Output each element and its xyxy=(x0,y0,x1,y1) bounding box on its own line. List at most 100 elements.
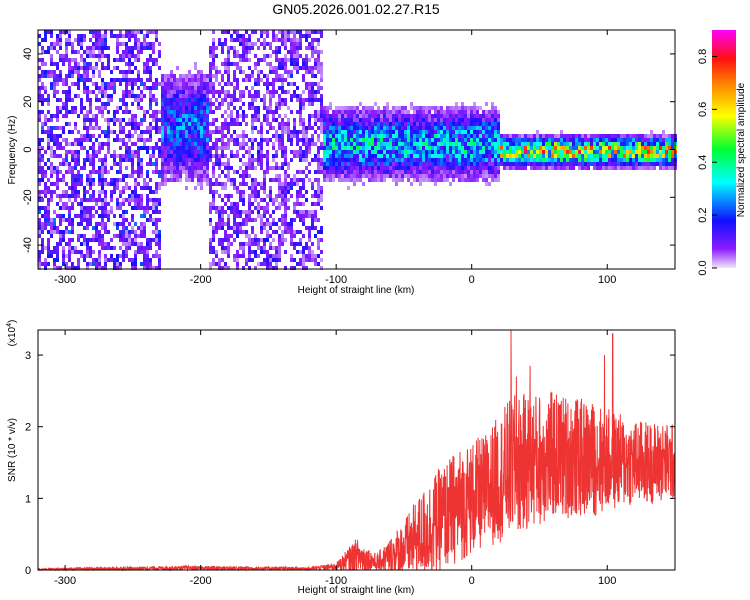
spectrogram-cell xyxy=(38,222,41,226)
spectrogram-cell xyxy=(398,146,401,150)
spectrogram-cell xyxy=(269,166,272,170)
spectrogram-cell xyxy=(236,30,239,34)
spectrogram-cell xyxy=(317,246,320,250)
spectrogram-cell xyxy=(485,170,488,174)
spectrogram-cell xyxy=(659,150,662,154)
spectrogram-cell xyxy=(653,162,656,166)
spectrogram-cell xyxy=(308,94,311,98)
spectrogram-cell xyxy=(197,166,200,170)
spectrogram-cell xyxy=(38,86,41,90)
spectrogram-cell xyxy=(119,30,122,34)
spectrogram-cell xyxy=(317,194,320,198)
spectrogram-cell xyxy=(149,146,152,150)
spectrogram-cell xyxy=(236,66,239,70)
spectrogram-cell xyxy=(539,162,542,166)
spectrogram-cell xyxy=(284,206,287,210)
spectrogram-cell xyxy=(50,86,53,90)
spectrogram-cell xyxy=(440,114,443,118)
spectrogram-cell xyxy=(47,50,50,54)
spectrogram-cell xyxy=(464,110,467,114)
spectrogram-cell xyxy=(413,166,416,170)
spectrogram-cell xyxy=(389,162,392,166)
spectrogram-cell xyxy=(521,158,524,162)
spectrogram-cell xyxy=(95,62,98,66)
spectrogram-cell xyxy=(299,146,302,150)
spectrogram-cell xyxy=(587,134,590,138)
spectrogram-cell xyxy=(221,122,224,126)
spectrogram-cell xyxy=(332,138,335,142)
spectrogram-cell xyxy=(140,198,143,202)
spectrogram-cell xyxy=(518,166,521,170)
spectrogram-cell xyxy=(371,130,374,134)
spectrogram-cell xyxy=(53,82,56,86)
spectrogram-cell xyxy=(251,122,254,126)
spectrogram-cell xyxy=(155,162,158,166)
spectrogram-cell xyxy=(323,146,326,150)
spectrogram-cell xyxy=(38,182,41,186)
spectrogram-cell xyxy=(53,78,56,82)
spectrogram-cell xyxy=(161,146,164,150)
spectrogram-cell xyxy=(413,154,416,158)
spectrogram-cell xyxy=(548,146,551,150)
spectrogram-cell xyxy=(257,262,260,266)
spectrogram-cell xyxy=(65,98,68,102)
spectrogram-cell xyxy=(197,74,200,78)
spectrogram-cell xyxy=(395,166,398,170)
x-tick-label: 0 xyxy=(469,274,475,286)
spectrogram-cell xyxy=(215,46,218,50)
spectrogram-cell xyxy=(266,230,269,234)
spectrogram-cell xyxy=(251,130,254,134)
spectrogram-cell xyxy=(215,146,218,150)
spectrogram-cell xyxy=(488,138,491,142)
spectrogram-cell xyxy=(221,250,224,254)
spectrogram-cell xyxy=(209,150,212,154)
spectrogram-cell xyxy=(374,118,377,122)
spectrogram-cell xyxy=(137,234,140,238)
spectrogram-cell xyxy=(233,70,236,74)
spectrogram-cell xyxy=(620,162,623,166)
spectrogram-cell xyxy=(56,114,59,118)
spectrogram-cell xyxy=(431,130,434,134)
spectrogram-cell xyxy=(503,142,506,146)
spectrogram-cell xyxy=(197,174,200,178)
spectrogram-cell xyxy=(338,162,341,166)
spectrogram-cell xyxy=(317,114,320,118)
spectrogram-cell xyxy=(491,178,494,182)
spectrogram-cell xyxy=(326,110,329,114)
spectrogram-cell xyxy=(218,214,221,218)
spectrogram-cell xyxy=(263,198,266,202)
spectrogram-cell xyxy=(281,78,284,82)
spectrogram-cell xyxy=(113,150,116,154)
spectrogram-cell xyxy=(272,198,275,202)
spectrogram-cell xyxy=(236,206,239,210)
spectrogram-cell xyxy=(182,130,185,134)
spectrogram-cell xyxy=(299,186,302,190)
spectrogram-cell xyxy=(128,130,131,134)
spectrogram-cell xyxy=(245,114,248,118)
spectrogram-cell xyxy=(371,162,374,166)
spectrogram-cell xyxy=(260,162,263,166)
spectrogram-cell xyxy=(212,86,215,90)
spectrogram-cell xyxy=(62,30,65,34)
spectrogram-cell xyxy=(464,166,467,170)
spectrogram-cell xyxy=(563,142,566,146)
spectrogram-cell xyxy=(56,170,59,174)
spectrogram-cell xyxy=(215,226,218,230)
y-tick-label: 20 xyxy=(22,96,34,108)
spectrogram-cell xyxy=(323,118,326,122)
spectrogram-cell xyxy=(299,154,302,158)
spectrogram-cell xyxy=(425,138,428,142)
spectrogram-cell xyxy=(50,114,53,118)
spectrogram-cell xyxy=(104,202,107,206)
spectrogram-cell xyxy=(203,150,206,154)
spectrogram-cell xyxy=(449,170,452,174)
spectrogram-cell xyxy=(224,30,227,34)
spectrogram-cell xyxy=(311,142,314,146)
spectrogram-cell xyxy=(38,98,41,102)
spectrogram-cell xyxy=(128,150,131,154)
spectrogram-cell xyxy=(110,206,113,210)
y-tick-label: 3 xyxy=(25,350,31,362)
spectrogram-cell xyxy=(392,154,395,158)
spectrogram-cell xyxy=(467,138,470,142)
spectrogram-cell xyxy=(143,46,146,50)
